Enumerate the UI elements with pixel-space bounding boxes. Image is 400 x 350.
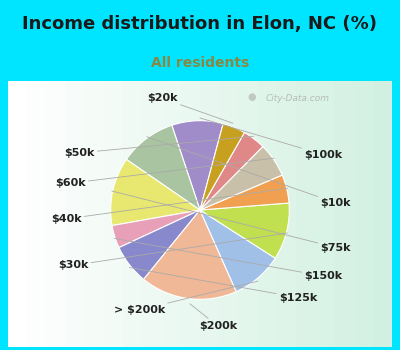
Text: $40k: $40k xyxy=(51,188,288,224)
Bar xyxy=(8,80,27,346)
Bar xyxy=(258,80,277,346)
Wedge shape xyxy=(200,203,289,258)
Text: City-Data.com: City-Data.com xyxy=(265,94,329,103)
Wedge shape xyxy=(126,125,200,210)
Bar xyxy=(277,80,296,346)
Bar xyxy=(315,80,334,346)
Text: $20k: $20k xyxy=(147,93,233,123)
Wedge shape xyxy=(200,147,282,210)
Bar xyxy=(142,80,162,346)
Wedge shape xyxy=(200,133,263,210)
Bar xyxy=(123,80,142,346)
Bar xyxy=(162,80,181,346)
Bar xyxy=(104,80,123,346)
Text: $150k: $150k xyxy=(114,238,342,281)
Wedge shape xyxy=(119,210,200,279)
Bar xyxy=(238,80,258,346)
Text: $75k: $75k xyxy=(112,191,351,252)
Bar xyxy=(219,80,238,346)
Wedge shape xyxy=(144,210,236,299)
Bar xyxy=(46,80,66,346)
Bar xyxy=(334,80,354,346)
Bar xyxy=(200,80,219,346)
Text: $125k: $125k xyxy=(130,267,317,302)
Wedge shape xyxy=(111,160,200,226)
Bar xyxy=(373,80,392,346)
Bar xyxy=(181,80,200,346)
Text: $30k: $30k xyxy=(58,233,287,270)
Wedge shape xyxy=(172,121,223,210)
Text: $200k: $200k xyxy=(190,304,237,331)
Bar xyxy=(354,80,373,346)
Bar xyxy=(66,80,85,346)
Bar xyxy=(85,80,104,346)
Text: $60k: $60k xyxy=(55,158,274,188)
Text: Income distribution in Elon, NC (%): Income distribution in Elon, NC (%) xyxy=(22,15,378,33)
Text: $100k: $100k xyxy=(200,118,342,160)
Bar xyxy=(296,80,315,346)
Text: ●: ● xyxy=(247,92,256,102)
Wedge shape xyxy=(112,210,200,247)
Text: $10k: $10k xyxy=(147,137,351,208)
Wedge shape xyxy=(200,175,289,210)
Wedge shape xyxy=(200,124,244,210)
Text: All residents: All residents xyxy=(151,56,249,70)
Text: > $200k: > $200k xyxy=(114,281,258,315)
Wedge shape xyxy=(200,210,275,292)
Text: $50k: $50k xyxy=(64,136,254,158)
Bar xyxy=(27,80,46,346)
